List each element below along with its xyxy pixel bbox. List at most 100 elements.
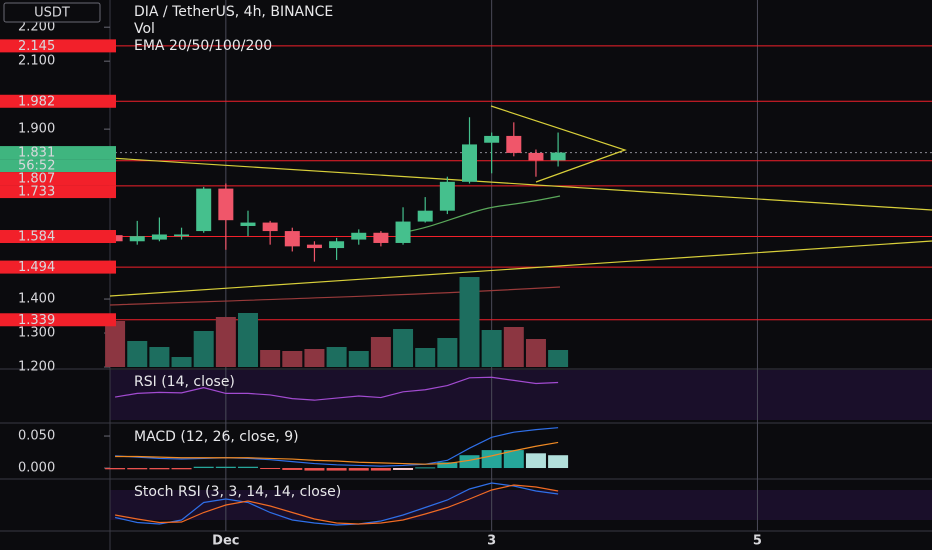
price-label: 2.145 xyxy=(18,39,55,54)
candle-body xyxy=(129,236,145,242)
rsi-band xyxy=(110,370,932,420)
histogram-bar xyxy=(348,468,369,471)
histogram-bar xyxy=(437,462,458,469)
candle-body xyxy=(240,222,256,226)
histogram-bar xyxy=(105,468,126,470)
candle-body xyxy=(174,234,190,237)
price-label-box xyxy=(0,313,116,327)
volume-bar xyxy=(459,277,480,367)
price-label-box xyxy=(0,185,116,199)
y-tick-label: 2.100 xyxy=(18,54,55,69)
volume-bar xyxy=(105,321,126,367)
volume-bar xyxy=(437,338,458,367)
volume-bar xyxy=(503,327,524,367)
ema-line xyxy=(404,195,561,233)
y-tick-label: 1.200 xyxy=(18,360,55,375)
indicator-line xyxy=(115,427,559,467)
price-label: 1.807 xyxy=(18,172,55,187)
volume-bar xyxy=(193,331,214,367)
volume-bar xyxy=(304,349,325,367)
candle-body xyxy=(550,152,566,161)
histogram-bar xyxy=(415,467,436,469)
indicator-line xyxy=(114,482,559,526)
candle-body xyxy=(284,231,300,247)
y-tick-label: 0.050 xyxy=(18,429,55,444)
histogram-bar xyxy=(481,450,502,469)
histogram-bar xyxy=(525,453,546,469)
candle-body xyxy=(417,210,433,222)
price-label-box xyxy=(0,230,116,244)
histogram-bar xyxy=(393,468,414,470)
trend-line xyxy=(109,240,932,297)
candle-body xyxy=(395,221,411,243)
candle-body xyxy=(373,232,389,243)
histogram-bar xyxy=(503,450,524,469)
price-label: 1.982 xyxy=(18,94,55,109)
histogram-bar xyxy=(326,468,347,471)
histogram-bar xyxy=(304,468,325,471)
y-tick-label: 2.200 xyxy=(18,20,55,35)
price-label: 1.339 xyxy=(18,313,55,328)
price-label: 1.584 xyxy=(18,230,55,245)
histogram-bar xyxy=(127,468,148,470)
candle-body xyxy=(439,181,455,211)
volume-bar xyxy=(348,351,369,367)
volume-bar xyxy=(149,347,170,367)
histogram-bar xyxy=(193,466,214,469)
chart-title: DIA / TetherUS, 4h, BINANCE xyxy=(134,4,333,20)
stoch-band xyxy=(110,490,932,520)
volume-bar xyxy=(481,330,502,367)
indicator-line xyxy=(115,441,559,465)
candle-body xyxy=(462,144,478,182)
pane-title: RSI (14, close) xyxy=(134,374,235,390)
volume-bar xyxy=(282,351,303,367)
y-tick-label: 0.000 xyxy=(18,461,55,476)
candle-body xyxy=(484,135,500,143)
candle-body xyxy=(151,234,167,240)
y-tick-label: 1.400 xyxy=(18,292,55,307)
histogram-bar xyxy=(548,455,569,469)
volume-bar xyxy=(237,313,258,367)
candle-body xyxy=(506,135,522,153)
triangle xyxy=(490,105,627,183)
histogram-bar xyxy=(282,468,303,470)
legend-entry: Vol xyxy=(134,21,155,37)
price-label-box xyxy=(0,172,116,186)
volume-bar xyxy=(260,350,281,367)
candle-body xyxy=(218,188,234,221)
price-label: 1.494 xyxy=(18,260,55,275)
histogram-bar xyxy=(260,468,281,470)
marks xyxy=(105,117,569,526)
volume-bar xyxy=(393,329,414,367)
candle-body xyxy=(329,241,345,249)
histogram-bar xyxy=(149,468,170,470)
price-label-box xyxy=(0,260,116,274)
volume-bar xyxy=(415,348,436,367)
histogram-bar xyxy=(370,468,391,471)
indicator-line xyxy=(114,484,559,525)
candle-body xyxy=(196,188,212,232)
x-tick-label: 5 xyxy=(753,534,762,549)
histogram-bar xyxy=(215,466,236,469)
pane-title: Stoch RSI (3, 3, 14, 14, close) xyxy=(134,484,341,500)
price-label: 56:52 xyxy=(18,159,55,174)
volume-bar xyxy=(215,317,236,367)
candle-body xyxy=(528,152,544,161)
price-label: 1.831 xyxy=(18,146,55,161)
legend-entry: EMA 20/50/100/200 xyxy=(134,38,272,54)
y-tick-label: 1.300 xyxy=(18,326,55,341)
volume-bar xyxy=(127,341,148,367)
price-label-box xyxy=(0,39,116,53)
volume-bar xyxy=(171,357,192,367)
trend-line xyxy=(109,157,932,211)
volume-bar xyxy=(525,339,546,367)
price-label-box xyxy=(0,146,116,160)
x-tick-label: Dec xyxy=(212,534,239,549)
labels: Dec 3 5 2.200 2.100 1.900 1.400 1.300 1.200 2.145… xyxy=(0,20,762,549)
volume-bar xyxy=(548,350,569,367)
currency: USDT xyxy=(34,6,70,21)
indicator-line xyxy=(114,376,559,401)
price-label-box xyxy=(0,94,116,108)
